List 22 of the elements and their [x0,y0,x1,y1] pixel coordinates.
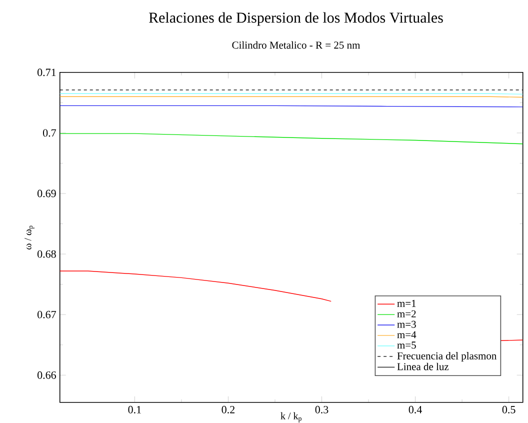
legend-label: m=3 [397,320,416,328]
x-tick-label: 0.2 [222,406,234,414]
x-tick-label: 0.3 [315,406,328,414]
x-axis-title: k / k$_{p}$ [280,412,302,422]
legend-label: m=2 [397,310,416,318]
legend-label: m=5 [397,342,416,349]
y-tick-label: 0.71 [38,68,56,76]
y-tick-label: 0.69 [38,190,56,198]
y-axis-title: ω / ω$_{p}$ [24,226,34,250]
legend-label: m=4 [397,331,416,338]
y-tick-label: 0.66 [38,371,56,379]
legend-label: Frecuencia del plasmon [397,352,497,362]
y-tick-label: 0.67 [38,310,56,318]
chart-subtitle: Cilindro Metalico - R = 25 nm [232,41,360,49]
x-tick-label: 0.1 [128,406,141,414]
legend-label: m=1 [397,300,416,307]
y-tick-label: 0.7 [43,129,56,137]
x-tick-label: 0.5 [502,406,516,414]
x-tick-label: 0.4 [408,406,422,414]
chart-title: Relaciones de Dispersion de los Modos Virtuales [149,12,443,26]
y-tick-label: 0.68 [38,250,56,258]
legend-label: Linea de luz [397,362,449,370]
